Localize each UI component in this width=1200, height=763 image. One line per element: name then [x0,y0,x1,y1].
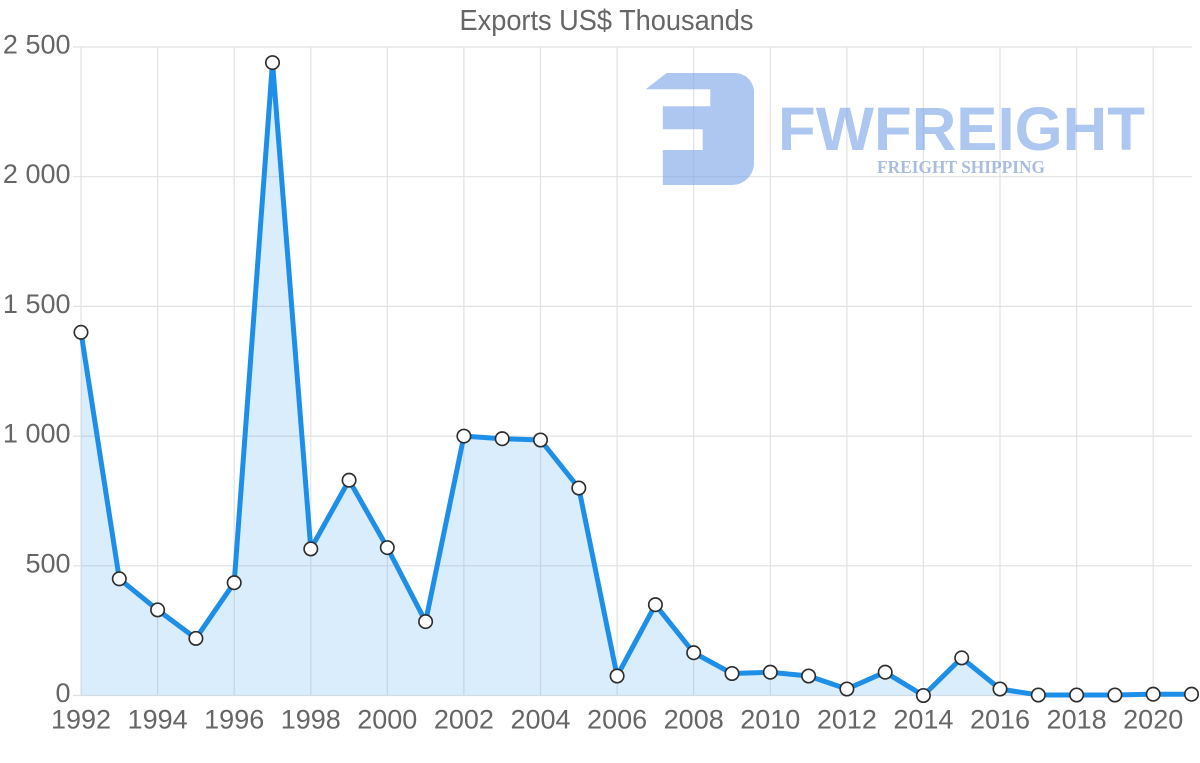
svg-text:2002: 2002 [434,704,494,734]
svg-text:2012: 2012 [817,704,877,734]
svg-text:500: 500 [25,548,70,578]
svg-text:FREIGHT SHIPPING: FREIGHT SHIPPING [877,157,1045,177]
svg-text:1998: 1998 [281,704,341,734]
svg-text:2016: 2016 [970,704,1030,734]
svg-text:2006: 2006 [587,704,647,734]
svg-text:FWFREIGHT: FWFREIGHT [778,95,1145,164]
svg-text:2004: 2004 [510,704,570,734]
svg-text:1992: 1992 [51,704,111,734]
svg-text:2010: 2010 [740,704,800,734]
svg-text:2020: 2020 [1123,704,1183,734]
svg-text:2014: 2014 [893,704,953,734]
svg-text:1994: 1994 [128,704,188,734]
svg-text:2 000: 2 000 [3,159,71,189]
svg-text:2000: 2000 [357,704,417,734]
svg-text:2008: 2008 [664,704,724,734]
svg-text:2018: 2018 [1047,704,1107,734]
svg-text:Exports US$ Thousands: Exports US$ Thousands [460,5,754,37]
svg-text:1 000: 1 000 [3,419,71,449]
svg-text:0: 0 [55,678,70,708]
svg-text:1996: 1996 [204,704,264,734]
svg-text:1 500: 1 500 [3,289,71,319]
svg-text:2 500: 2 500 [3,30,71,60]
